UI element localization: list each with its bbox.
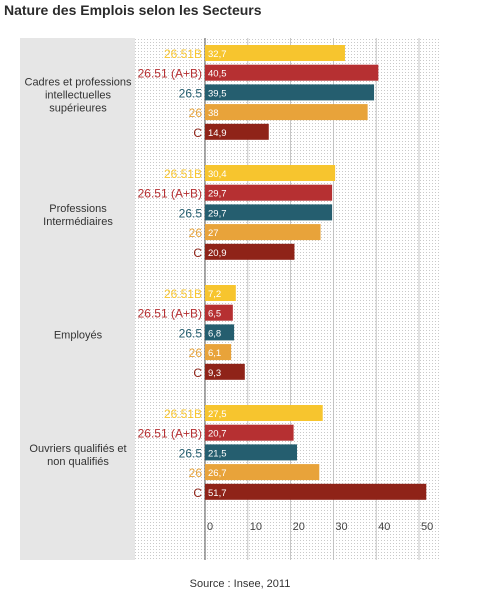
data-label: 20,7: [208, 429, 227, 440]
x-tick-label: 20: [293, 521, 305, 533]
data-label: 21,5: [208, 448, 227, 459]
x-tick-label: 50: [421, 521, 433, 533]
series-label: 26.51 (A+B): [138, 187, 202, 201]
bar: [205, 324, 235, 341]
data-label: 26,7: [208, 468, 227, 479]
bars: Cadres et professions intellectuelles supé…: [25, 45, 427, 500]
bar: [205, 84, 375, 101]
series-label: 26.5: [179, 326, 203, 340]
data-label: 39,5: [208, 88, 227, 99]
bar: [205, 424, 294, 441]
bar: [205, 123, 269, 140]
category-panel: [20, 38, 135, 560]
data-label: 14,9: [208, 128, 227, 139]
series-label: 26.51B: [164, 167, 202, 181]
series-label: 26.51 (A+B): [138, 307, 202, 321]
bar: [205, 104, 368, 121]
data-label: 29,7: [208, 208, 227, 219]
bar: [205, 363, 245, 380]
x-tick-label: 30: [335, 521, 347, 533]
series-label: 26: [189, 466, 203, 480]
series-label: 26.51B: [164, 407, 202, 421]
series-label: C: [193, 486, 202, 500]
data-label: 27,5: [208, 409, 227, 420]
bar: [205, 45, 345, 61]
bar: [205, 405, 323, 421]
data-label: 6,5: [208, 309, 221, 320]
data-label: 29,7: [208, 189, 227, 200]
group-label: Professions Intermédiaires: [43, 203, 113, 228]
x-tick-label: 10: [250, 521, 262, 533]
series-label: 26.5: [179, 86, 203, 100]
group-label: Cadres et professions intellectuelles supé…: [25, 76, 132, 114]
data-label: 32,7: [208, 49, 227, 60]
chart-title: Nature des Emplois selon les Secteurs: [4, 2, 262, 18]
source-note: Source : Insee, 2011: [189, 578, 291, 590]
series-label: 26.5: [179, 446, 203, 460]
series-label: 26.51 (A+B): [138, 427, 202, 441]
x-axis-ticks: 0 10 20 30 40 50: [207, 521, 433, 533]
series-label: C: [193, 366, 202, 380]
data-label: 7,2: [208, 289, 221, 300]
bar: [205, 165, 336, 181]
series-label: 26.51B: [164, 287, 202, 301]
group-label: Ouvriers qualifiés et non qualifiés: [29, 443, 126, 468]
bar: [205, 64, 379, 81]
bar: [205, 204, 333, 221]
series-label: 26.5: [179, 206, 203, 220]
series-label: 26: [189, 226, 203, 240]
bar: [205, 243, 295, 260]
data-label: 9,3: [208, 368, 221, 379]
data-label: 51,7: [208, 488, 227, 499]
bar: [205, 344, 232, 361]
chart-plot: Cadres et professions intellectuelles supé…: [20, 38, 440, 560]
bar: [205, 184, 333, 201]
bar: [205, 444, 298, 461]
data-label: 30,4: [208, 169, 227, 180]
data-label: 20,9: [208, 248, 227, 259]
series-label: 26: [189, 106, 203, 120]
bar: [205, 224, 321, 241]
series-label: 26: [189, 346, 203, 360]
x-tick-label: 40: [378, 521, 390, 533]
bar: [205, 483, 427, 500]
series-label: 26.51B: [164, 47, 202, 61]
series-label: 26.51 (A+B): [138, 67, 202, 81]
series-label: C: [193, 246, 202, 260]
data-label: 6,1: [208, 348, 221, 359]
bar: [205, 304, 233, 321]
data-label: 6,8: [208, 328, 221, 339]
bar: [205, 464, 320, 481]
data-label: 40,5: [208, 69, 227, 80]
data-label: 38: [208, 108, 219, 119]
series-label: C: [193, 126, 202, 140]
x-tick-label: 0: [207, 521, 213, 533]
group-label: Employés: [54, 329, 103, 341]
bar: [205, 285, 236, 301]
data-label: 27: [208, 228, 219, 239]
